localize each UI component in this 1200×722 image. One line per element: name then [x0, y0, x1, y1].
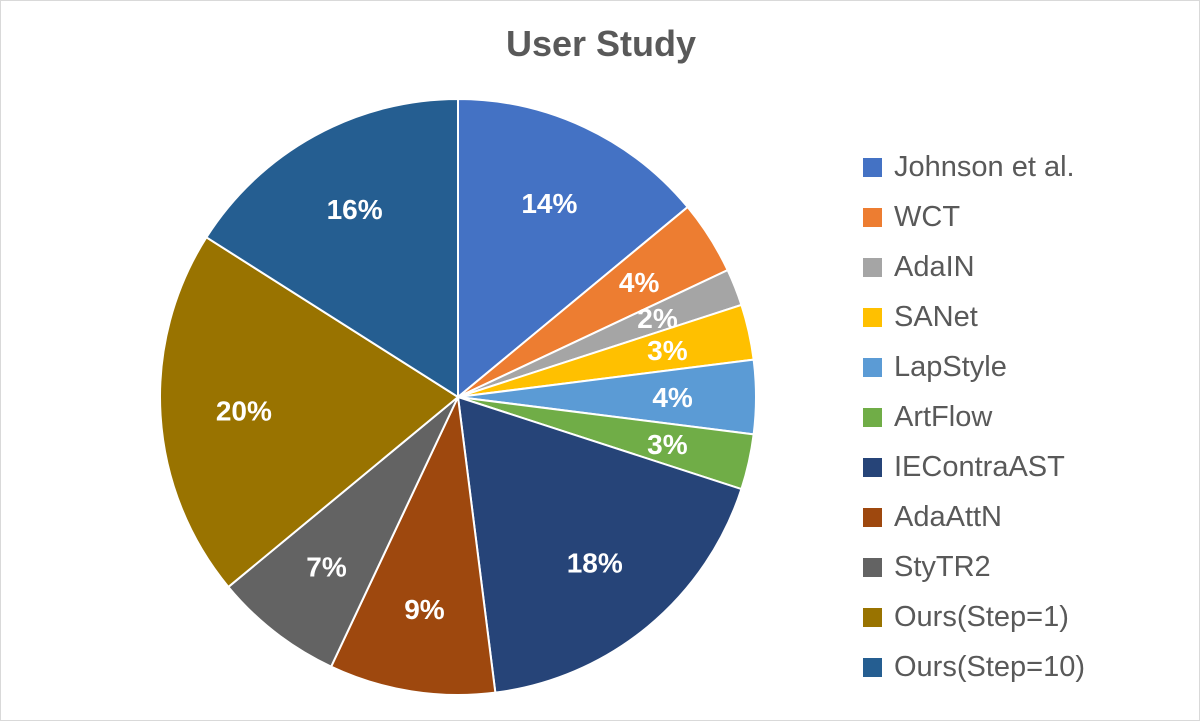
legend-swatch: [863, 307, 882, 327]
chart-title: User Study: [505, 23, 697, 64]
legend-label: StyTR2: [894, 550, 991, 583]
legend-item-ours-step-10: Ours(Step=10): [863, 642, 1085, 692]
data-label-ours-step-10: 16%: [327, 194, 383, 225]
legend-swatch: [863, 357, 882, 377]
legend-swatch: [863, 507, 882, 527]
legend-swatch: [863, 157, 882, 177]
data-label-iecontraast: 18%: [567, 547, 623, 578]
legend: Johnson et al. WCT AdaIN SANet LapStyle ArtFl…: [863, 142, 1085, 692]
pie-slice-johnson-et-al: [457, 97, 690, 400]
pie-slice-stytr2: [226, 396, 459, 668]
legend-label: LapStyle: [894, 350, 1007, 383]
legend-swatch: [863, 207, 882, 227]
pie-slice-adaattn: [329, 393, 497, 696]
legend-item-wct: WCT: [863, 192, 1085, 242]
data-label-wct: 4%: [619, 267, 660, 298]
pie-slice-ours-step-1: [159, 235, 460, 589]
legend-item-ours-step-1: Ours(Step=1): [863, 592, 1085, 642]
legend-label: Johnson et al.: [894, 150, 1075, 183]
legend-label: AdaAttN: [894, 500, 1002, 533]
data-label-ours-step-1: 20%: [216, 395, 272, 426]
legend-item-johnson-et-al: Johnson et al.: [863, 142, 1085, 192]
data-label-adaattn: 9%: [404, 594, 445, 625]
legend-swatch: [863, 657, 882, 677]
data-label-artflow: 3%: [647, 429, 688, 460]
legend-label: IEContraAST: [894, 450, 1065, 483]
legend-label: ArtFlow: [894, 400, 993, 433]
data-label-adain: 2%: [637, 303, 678, 334]
data-label-stytr2: 7%: [306, 552, 347, 583]
data-label-johnson-et-al: 14%: [521, 188, 577, 219]
legend-label: Ours(Step=10): [894, 650, 1086, 683]
legend-item-artflow: ArtFlow: [863, 392, 1085, 442]
legend-item-iecontraast: IEContraAST: [863, 442, 1085, 492]
legend-swatch: [863, 457, 882, 477]
legend-item-adaattn: AdaAttN: [863, 492, 1085, 542]
legend-swatch: [863, 557, 882, 577]
legend-item-sanet: SANet: [863, 292, 1085, 342]
legend-swatch: [863, 607, 882, 627]
legend-item-adain: AdaIN: [863, 242, 1085, 292]
pie-slice-iecontraast: [456, 395, 743, 694]
legend-label: AdaIN: [894, 250, 975, 283]
legend-label: Ours(Step=1): [894, 600, 1069, 633]
legend-label: WCT: [894, 200, 961, 233]
legend-item-stytr2: StyTR2: [863, 542, 1085, 592]
data-label-sanet: 3%: [647, 335, 688, 366]
legend-label: SANet: [894, 300, 978, 333]
data-label-lapstyle: 4%: [652, 382, 693, 413]
legend-item-lapstyle: LapStyle: [863, 342, 1085, 392]
legend-swatch: [863, 257, 882, 277]
legend-swatch: [863, 407, 882, 427]
pie-slice-ours-step-10: [205, 97, 459, 399]
